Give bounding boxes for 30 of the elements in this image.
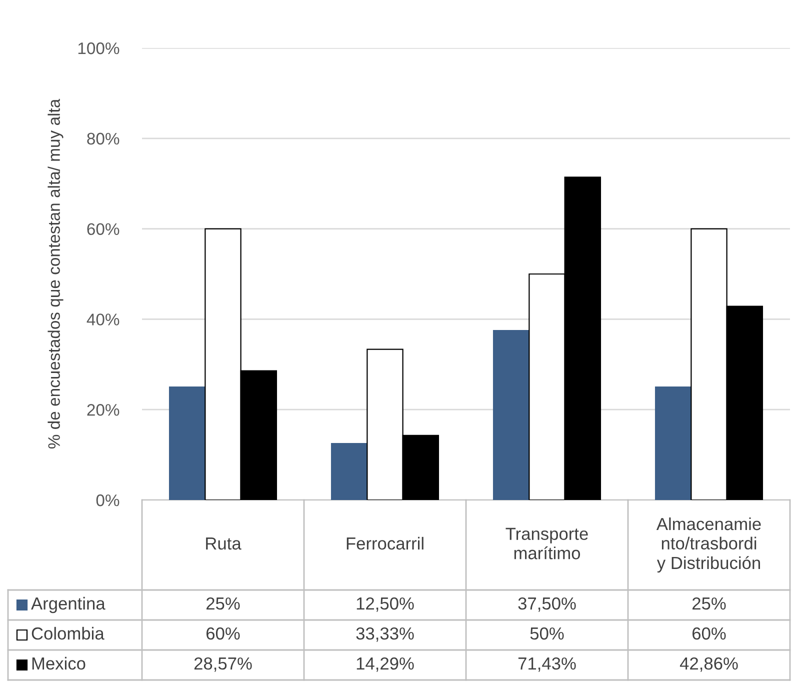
data-label: 37,50% (518, 597, 576, 612)
y-tick-label: 40% (86, 314, 120, 326)
legend-label: Mexico (32, 656, 86, 670)
y-tick-label: 0% (96, 494, 120, 506)
data-label: 50% (530, 627, 564, 640)
y-axis-title: % de encuestados que contestan alta/ muy alta (48, 98, 64, 449)
data-label: 33,33% (356, 627, 414, 642)
data-label: 25% (206, 597, 240, 610)
y-tick-label: 80% (87, 132, 120, 145)
data-label: 60% (692, 627, 726, 640)
y-tick-label: 60% (87, 223, 120, 236)
data-label: 14,29% (356, 657, 414, 672)
data-label: 71,43% (518, 657, 576, 672)
bar (654, 386, 692, 500)
y-tick-label: 100% (78, 42, 120, 54)
data-label: 25% (692, 597, 726, 610)
data-label: 28,57% (194, 657, 252, 672)
legend-label: Colombia (32, 626, 104, 640)
bar (168, 386, 206, 500)
x-tick-label: Transporte marítimo (506, 528, 588, 560)
x-tick-label: Almacenamie nto/trasbordi y Distribución (656, 517, 761, 573)
data-label: 60% (206, 627, 240, 640)
bar (492, 330, 530, 500)
y-tick-label: 20% (87, 404, 120, 416)
data-label: 42,86% (680, 657, 738, 672)
legend-label: Argentina (31, 596, 106, 614)
bar (330, 442, 368, 500)
x-tick-label: Ruta (206, 538, 242, 550)
data-label: 12,50% (356, 597, 414, 612)
x-tick-label: Ferrocarril (346, 536, 424, 550)
